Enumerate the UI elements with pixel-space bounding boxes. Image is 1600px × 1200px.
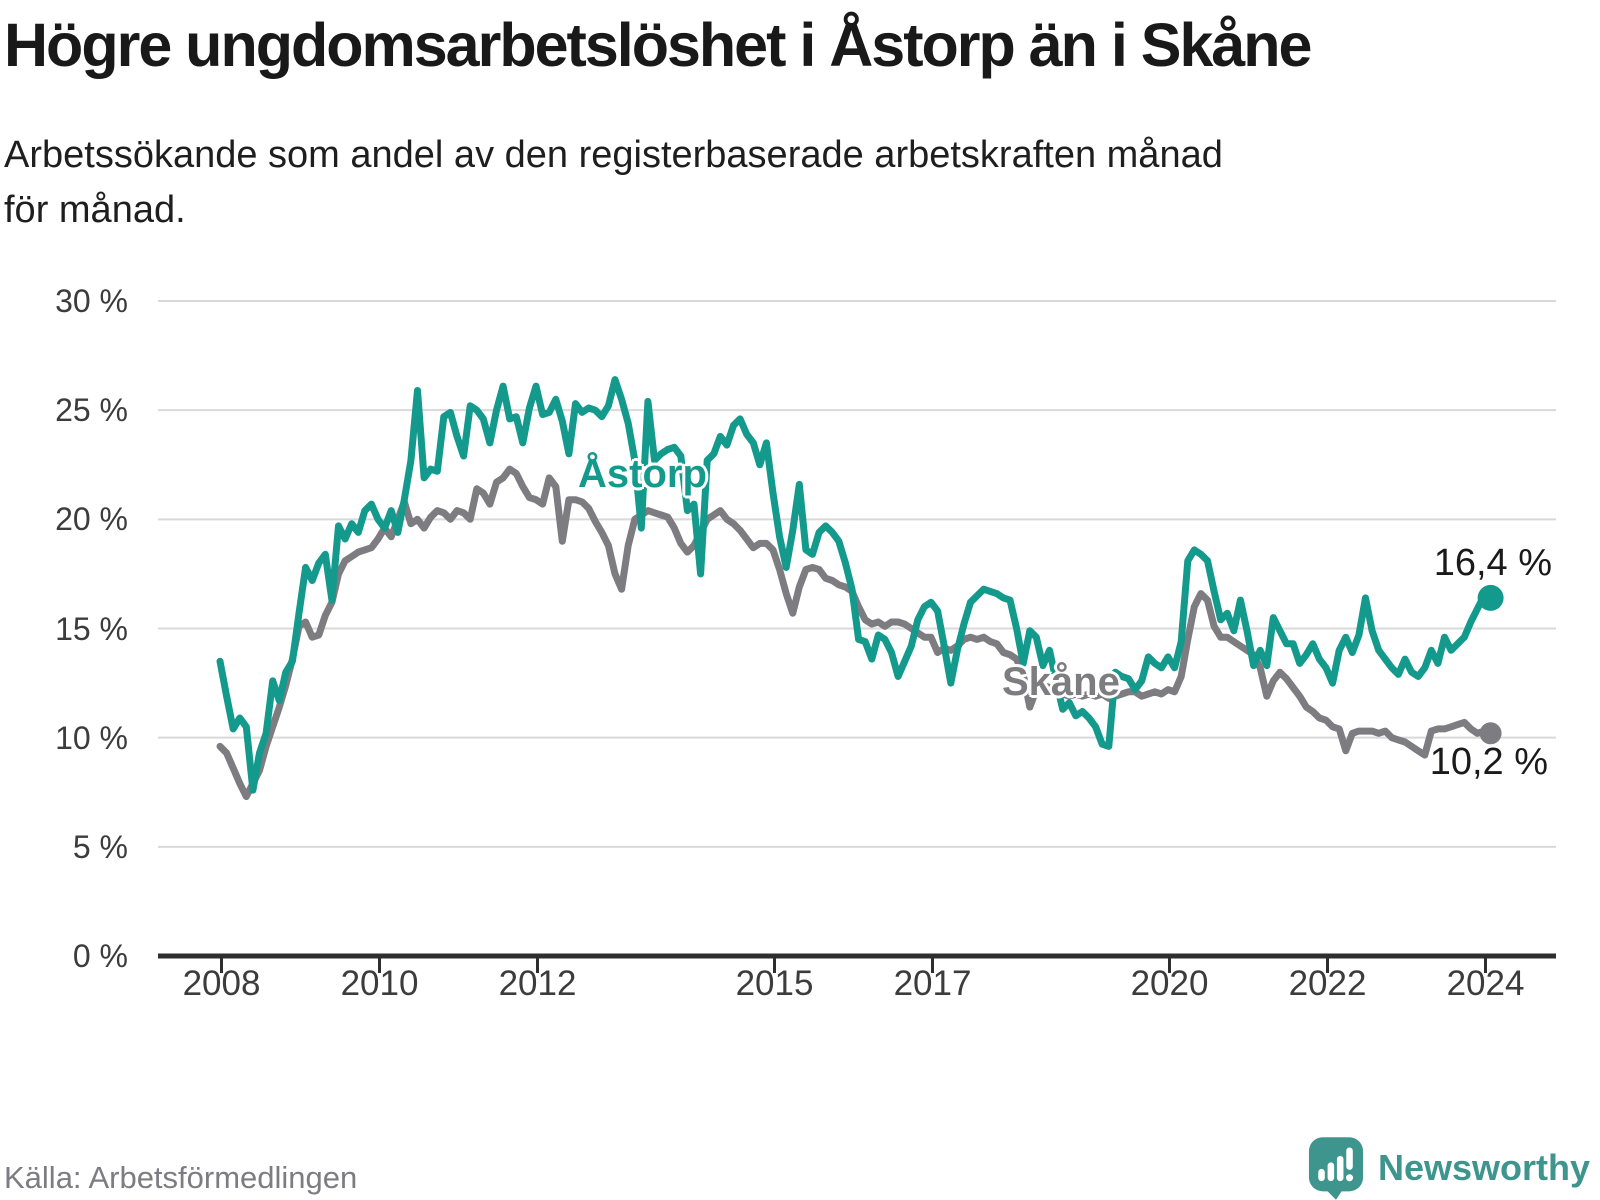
page-title: Högre ungdomsarbetslöshet i Åstorp än i …	[4, 11, 1312, 79]
x-tick-label: 2024	[1446, 964, 1525, 1003]
end-value-astorp: 16,4 %	[1433, 542, 1552, 584]
x-tick-label: 2008	[182, 964, 261, 1003]
y-tick-label: 30 %	[55, 283, 128, 319]
source-note: Källa: Arbetsförmedlingen	[4, 1160, 358, 1195]
storp-line	[216, 376, 1495, 794]
y-tick-label: 20 %	[55, 501, 128, 538]
brand-wordmark: Newsworthy	[1377, 1147, 1590, 1188]
page-subtitle: Arbetssökande som andel av den registerb…	[4, 128, 1564, 238]
subtitle-line-1: Arbetssökande som andel av den registerb…	[4, 134, 1223, 176]
y-tick-label: 10 %	[55, 719, 128, 756]
storp-end-dot	[1477, 584, 1504, 611]
end-value-skane: 10,2 %	[1429, 741, 1548, 783]
skne-end-dot	[1479, 722, 1502, 745]
y-tick-label: 0 %	[72, 938, 128, 974]
y-tick-label: 25 %	[55, 392, 128, 429]
newsworthy-speech-bubble-bar-chart-icon	[1308, 1137, 1364, 1200]
x-tick-label: 2010	[340, 964, 419, 1003]
series-label-astorp: Åstorp	[578, 452, 707, 496]
x-tick-label: 2022	[1288, 964, 1367, 1003]
x-tick-label: 2012	[498, 964, 577, 1003]
x-tick-label: 2017	[893, 964, 972, 1003]
series-label-skane: Skåne	[1002, 660, 1120, 704]
y-tick-label: 5 %	[72, 828, 128, 865]
x-tick-label: 2015	[735, 964, 814, 1003]
y-tick-label: 15 %	[55, 610, 128, 647]
subtitle-line-2: för månad.	[4, 189, 186, 231]
x-tick-label: 2020	[1130, 964, 1209, 1003]
brand-logo: Newsworthy	[1308, 1136, 1590, 1200]
